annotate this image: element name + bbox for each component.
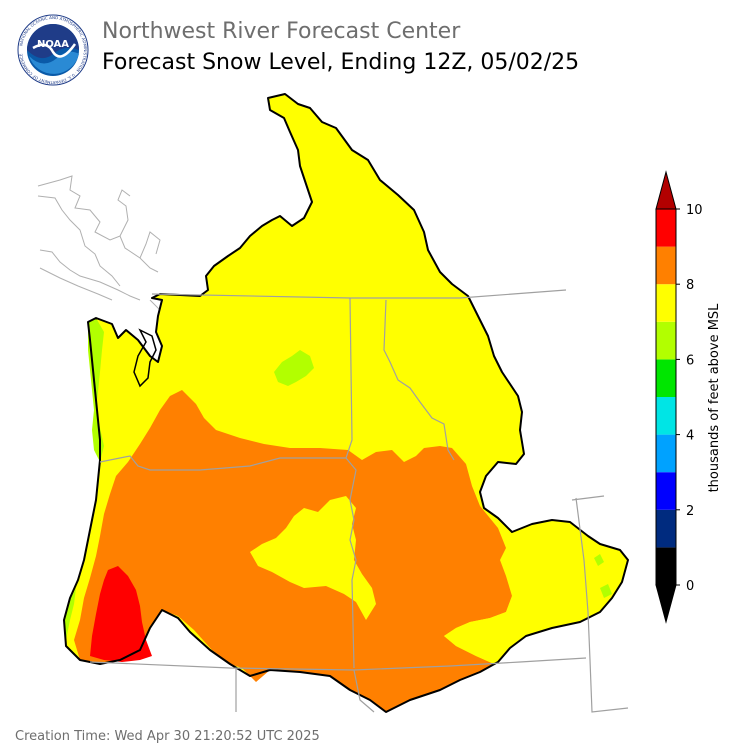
- colorbar-bins: [656, 209, 676, 585]
- colorbar-over-arrow: [655, 170, 677, 210]
- noaa-logo: NOAA NATIONAL OCEANIC AND ATMOSPHERIC AD…: [17, 14, 89, 86]
- colorbar-bin-5-6: [656, 359, 676, 397]
- colorbar-ticks: 0 2 4 6 8 10: [676, 203, 703, 594]
- colorbar-label: thousands of feet above MSL: [707, 303, 722, 493]
- colorbar-bin-4-5: [656, 397, 676, 435]
- colorbar-bin-1-2: [656, 509, 676, 548]
- colorbar-bin-2-3: [656, 472, 676, 510]
- colorbar-bin-7-8: [656, 284, 676, 322]
- basin-outline: [63, 93, 629, 713]
- map-title: Forecast Snow Level, Ending 12Z, 05/02/2…: [102, 50, 580, 75]
- colorbar-bin-8-9: [656, 246, 676, 285]
- colorbar-tick-label: 2: [686, 504, 694, 519]
- colorbar-tick-label: 6: [686, 353, 694, 368]
- colorbar-tick-label: 10: [686, 203, 703, 218]
- central-yellow-region: [250, 496, 376, 620]
- logo-text: NOAA: [37, 39, 69, 50]
- colorbar-tick-label: 8: [686, 278, 694, 293]
- colorbar-bin-0-1: [656, 547, 676, 585]
- org-title: Northwest River Forecast Center: [102, 19, 461, 44]
- colorbar-tick-label: 4: [686, 429, 694, 444]
- lime-patch-wa: [274, 350, 314, 386]
- state-borders: [89, 289, 629, 713]
- colorbar-tick-label: 0: [686, 579, 694, 594]
- creation-time: Creation Time: Wed Apr 30 21:20:52 UTC 2…: [15, 729, 320, 744]
- red-region: [90, 566, 152, 662]
- colorbar-under-arrow: [655, 584, 677, 624]
- colorbar-bin-3-4: [656, 434, 676, 473]
- colorbar-frame: [655, 208, 677, 586]
- colorbar-bin-6-7: [656, 321, 676, 360]
- colorbar-bin-9-10: [656, 209, 676, 247]
